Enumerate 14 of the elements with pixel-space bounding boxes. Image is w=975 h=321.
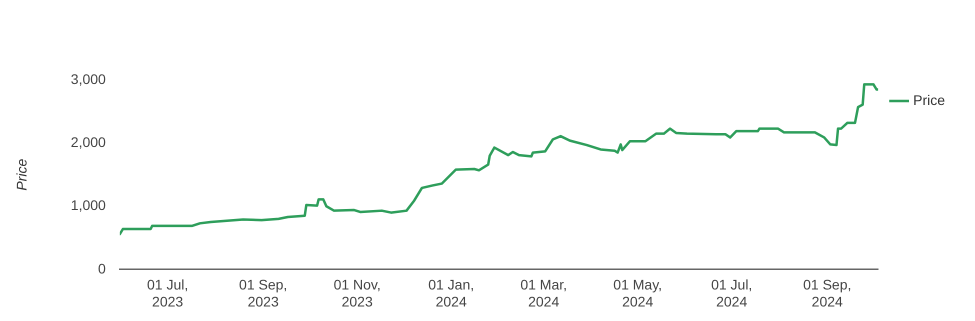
x-tick-label: 01 Jul, 2024	[711, 276, 752, 310]
x-tick-label: 01 Mar, 2024	[520, 276, 568, 310]
y-axis-title: Price	[13, 158, 30, 191]
x-tick-label: 01 May, 2024	[613, 276, 662, 310]
y-tick-label: 0	[98, 260, 106, 276]
x-tick-label: 01 Sep, 2024	[803, 276, 852, 310]
y-tick-label: 1,000	[70, 197, 106, 214]
y-tick-label: 2,000	[70, 134, 106, 150]
x-tick-label: 01 Jul, 2023	[146, 276, 188, 310]
x-tick-label: 01 Nov, 2023	[334, 276, 381, 310]
x-tick-label: 01 Sep, 2023	[239, 276, 288, 310]
legend-label: Price	[913, 92, 946, 108]
x-tick-label: 01 Jan, 2024	[428, 276, 474, 310]
y-tick-label: 3,000	[70, 70, 106, 87]
